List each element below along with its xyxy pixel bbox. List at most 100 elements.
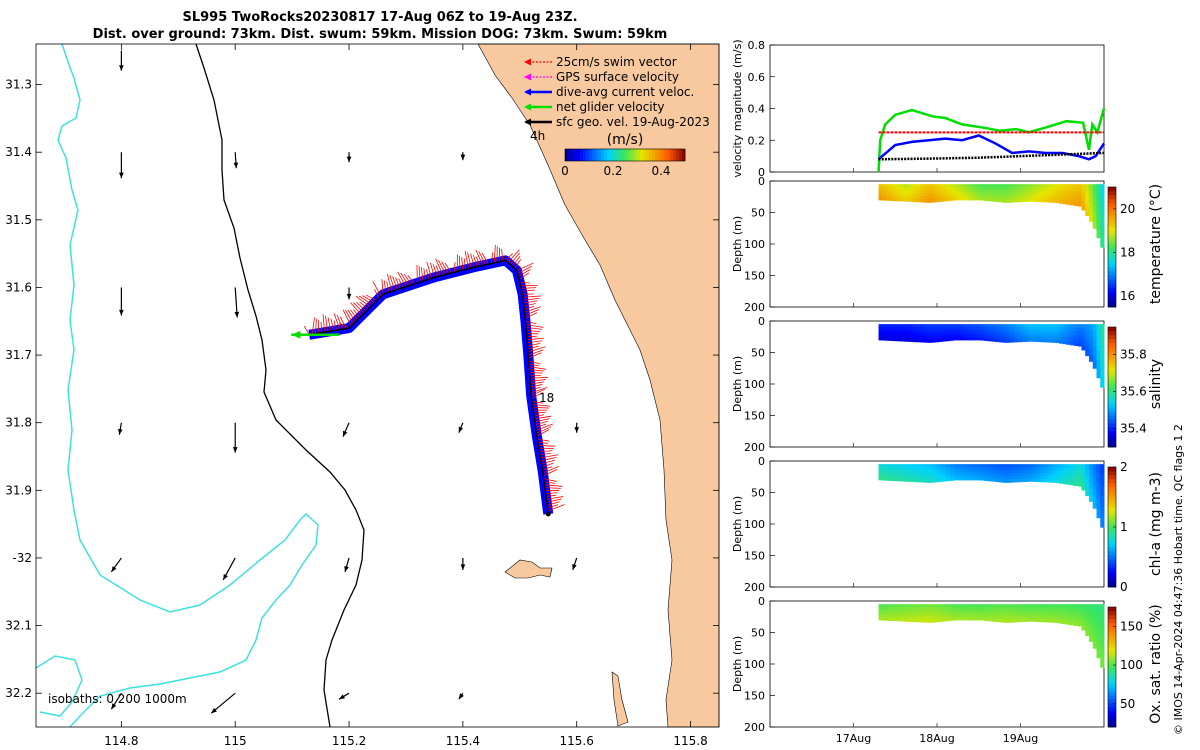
- section-cell: [931, 333, 936, 337]
- section-cell: [1021, 198, 1026, 203]
- section-cell: [1077, 464, 1082, 469]
- section-cell: [1092, 640, 1097, 649]
- y-tick-label: -32: [12, 551, 32, 565]
- section-cell: [923, 187, 928, 191]
- section-cell: [1100, 236, 1105, 248]
- section-cell: [1058, 613, 1064, 618]
- section-cell: [1055, 470, 1060, 474]
- swim-vector: [475, 249, 484, 266]
- section-cell: [1085, 194, 1090, 201]
- section-cell: [897, 609, 902, 613]
- section-cell: [980, 472, 985, 476]
- section-cell: [916, 195, 921, 200]
- section-cell: [934, 612, 940, 617]
- section-cell: [1096, 639, 1101, 650]
- section-cell: [1055, 473, 1060, 477]
- section-cell: [1100, 215, 1105, 227]
- swim-vector: [522, 295, 541, 298]
- section-colorbar-segment: [1108, 227, 1116, 232]
- section-cell: [1092, 633, 1097, 642]
- section-cell: [1062, 607, 1067, 612]
- section-cell: [931, 327, 936, 331]
- x-tick-label: 115.2: [332, 734, 366, 748]
- section-cell: [1017, 478, 1022, 483]
- section-cell: [946, 324, 951, 328]
- section-cell: [901, 604, 906, 608]
- section-cell: [980, 609, 985, 613]
- section-cell: [908, 609, 913, 614]
- section-cell: [1066, 604, 1071, 609]
- section-cell: [1028, 195, 1034, 199]
- swim-vector: [386, 273, 393, 292]
- section-cell: [1062, 327, 1067, 332]
- section-cell: [893, 189, 898, 193]
- section-cell: [1081, 604, 1086, 609]
- section-cell: [886, 614, 891, 619]
- section-cell: [987, 335, 992, 339]
- geo-vector-head: [346, 293, 352, 300]
- section-cell: [953, 617, 958, 621]
- geostrophic-vectors: [110, 50, 580, 714]
- section-cell: [1017, 475, 1022, 480]
- section-cell: [927, 187, 932, 191]
- section-cell: [953, 469, 958, 473]
- geo-vector-head: [572, 563, 577, 570]
- section-colorbar-segment: [1108, 231, 1116, 236]
- section-cell: [1077, 187, 1082, 192]
- section-cell: [934, 610, 940, 614]
- section-cell: [897, 464, 902, 468]
- section-cell: [964, 332, 970, 336]
- swim-vector: [438, 260, 447, 275]
- section-colorbar-segment: [1108, 387, 1116, 392]
- swim-vector: [325, 315, 328, 332]
- section-cell: [927, 333, 932, 337]
- swim-vector: [527, 337, 545, 341]
- section-cell: [1028, 478, 1034, 482]
- section-cell: [904, 186, 910, 191]
- section-cell: [1021, 612, 1026, 617]
- section-cell: [1028, 338, 1034, 342]
- sec-y-tick-label: 100: [744, 518, 765, 531]
- section-colorbar-tick-label: 1: [1120, 520, 1128, 534]
- section-cell: [1006, 470, 1011, 474]
- section-cell: [1040, 618, 1045, 623]
- sec-y-tick-label: 100: [744, 238, 765, 251]
- section-cell: [882, 326, 887, 330]
- section-colorbar-segment: [1108, 687, 1116, 692]
- section-colorbar-segment: [1108, 351, 1116, 356]
- section-cell: [1062, 197, 1067, 201]
- section-cell: [980, 334, 985, 338]
- section-cell: [980, 189, 985, 193]
- section-cell: [1070, 471, 1075, 476]
- colorbar-tick-label: 0.2: [603, 164, 622, 178]
- section-cell: [1036, 335, 1041, 340]
- section-cell: [1073, 327, 1079, 332]
- section-colorbar-segment: [1108, 383, 1116, 388]
- section-cell: [987, 329, 992, 333]
- section-cell: [961, 197, 966, 201]
- section-cell: [1100, 194, 1105, 206]
- section-colorbar-segment: [1108, 367, 1116, 372]
- section-cell: [897, 326, 902, 331]
- sec-y-tick-label: 50: [751, 207, 765, 220]
- section-cell: [1081, 617, 1086, 622]
- section-cell: [1002, 327, 1007, 331]
- section-cell: [889, 192, 895, 196]
- swim-vector: [544, 481, 556, 484]
- section-cell: [1040, 467, 1045, 471]
- section-cell: [961, 192, 966, 196]
- section-cell: [938, 184, 943, 188]
- section-cell: [1051, 616, 1056, 620]
- section-cell: [1013, 607, 1019, 611]
- section-cell: [1025, 198, 1030, 202]
- section-cell: [1025, 335, 1030, 339]
- section-cell: [1051, 476, 1056, 480]
- swim-vector: [423, 268, 427, 281]
- section-cell: [919, 199, 925, 203]
- swim-vector: [544, 487, 561, 489]
- section-cell: [1055, 330, 1060, 334]
- section-cell: [938, 335, 943, 340]
- section-cell: [968, 326, 973, 330]
